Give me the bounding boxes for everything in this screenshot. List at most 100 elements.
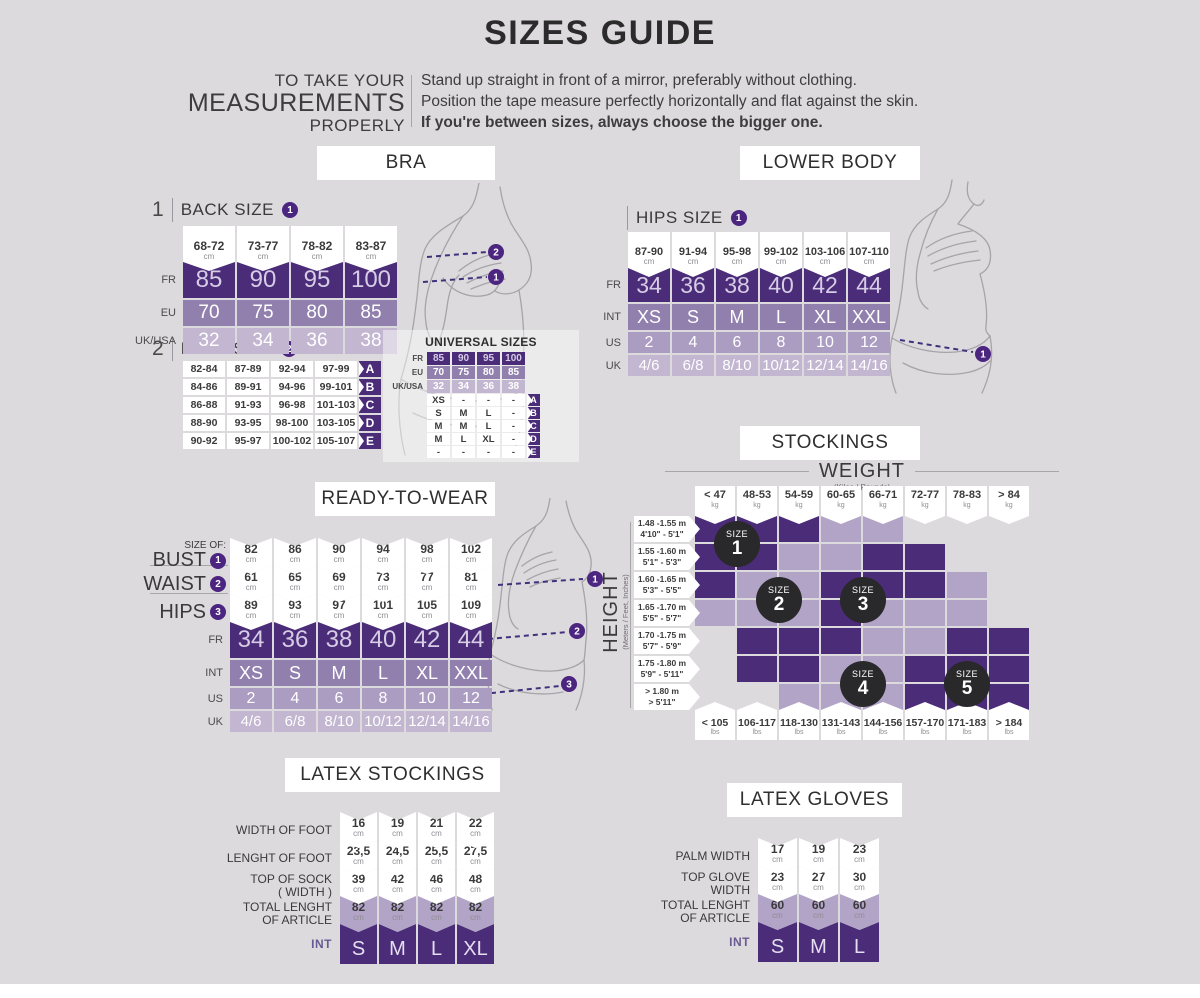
intro-left-line1: TO TAKE YOUR — [274, 71, 405, 90]
height-range-cell: 1.60 -1.65 m 5'3" - 5'5" — [634, 572, 700, 598]
universal-cell: - — [452, 394, 475, 406]
grid-cell — [863, 628, 903, 654]
universal-cell: 32 — [427, 380, 450, 393]
grid-cell — [821, 544, 861, 570]
latex-gloves-section-header: LATEX GLOVES — [727, 783, 902, 817]
universal-cell: 100 — [502, 352, 525, 365]
size-cell: S — [672, 304, 714, 330]
universal-cell: XS — [427, 394, 450, 406]
size-cell: 12 — [848, 332, 890, 353]
size-cell: 34 — [237, 328, 289, 354]
latex-row-label: INT — [311, 936, 332, 951]
universal-cup-letter: A — [527, 394, 540, 406]
rtw-table: SIZE OF: BUST 1 82 cm 86 cm 90 cm 94 cm 98 cm 102 cm WA… — [143, 538, 494, 732]
size-cell: XL — [804, 304, 846, 330]
latex-row: TOP GLOVE WIDTH 23 cm 27 cm 30 cm — [616, 866, 881, 902]
bust-range-cell: 103-105 — [315, 415, 357, 431]
universal-cell: 75 — [452, 366, 475, 379]
intro-text: Stand up straight in front of a mirror, … — [421, 70, 918, 133]
rtw-measure-cell: 93 cm — [274, 594, 316, 630]
stockings-section-header: STOCKINGS — [740, 426, 920, 460]
grid-cell — [947, 572, 987, 598]
size-cell: 36 — [291, 328, 343, 354]
universal-cup-letter: D — [527, 433, 540, 445]
rtw-size-cell: 10 — [406, 688, 448, 709]
title-divider — [171, 337, 173, 361]
bra-section-header: BRA — [317, 146, 495, 180]
weight-kg-cell: 78-83 kg — [947, 486, 987, 524]
weight-kg-cell: > 84 kg — [989, 486, 1029, 524]
size-cell: 4/6 — [628, 355, 670, 376]
weight-lbs-cell: 144-156 lbs — [863, 702, 903, 740]
latex-cell: XL — [457, 924, 494, 964]
universal-cup-letter: B — [527, 407, 540, 419]
height-range-cell: 1.75 -1.80 m 5'9" - 5'11" — [634, 656, 700, 682]
intro-left: TO TAKE YOUR MEASUREMENTS PROPERLY — [150, 71, 405, 135]
section-index: 1 — [152, 198, 164, 221]
universal-cell: 38 — [502, 380, 525, 393]
latex-row-label: PALM WIDTH — [675, 848, 750, 863]
header-row: 68-72 cm 73-77 cm 78-82 cm 83-87 cm — [137, 226, 399, 271]
bust-range-cell: 96-98 — [271, 397, 313, 413]
latex-row-label: TOP OF SOCK ( WIDTH ) — [250, 872, 332, 899]
page-title: SIZES GUIDE — [484, 14, 716, 52]
height-sublabel: (Meters / Feet, Inches) — [621, 574, 630, 650]
height-axis-label: HEIGHT (Meters / Feet, Inches) — [600, 542, 635, 682]
size-badge: SIZE 5 — [944, 661, 990, 707]
size-cell: 38 — [345, 328, 397, 354]
bust-range-cell: 92-94 — [271, 361, 313, 377]
universal-cell: 85 — [502, 366, 525, 379]
bust-row: 82-84 87-89 92-94 97-99 A — [183, 361, 381, 377]
latex-cell: 27,5 cm — [457, 840, 494, 876]
universal-sizes-panel: UNIVERSAL SIZES FR 85 90 95 100 EU 70 75 80 85 UK/U… — [383, 330, 579, 462]
bust-row: 88-90 93-95 98-100 103-105 D — [183, 415, 381, 431]
rtw-size-cell: 10/12 — [362, 711, 404, 732]
bust-range-cell: 94-96 — [271, 379, 313, 395]
size-cell: 75 — [237, 300, 289, 326]
cup-letter: C — [359, 397, 381, 413]
bust-range-cell: 90-92 — [183, 433, 225, 449]
size-cell: 2 — [628, 332, 670, 353]
grid-cell — [947, 544, 987, 570]
universal-cell: - — [502, 407, 525, 419]
weight-kg-cell: 60-65 kg — [821, 486, 861, 524]
grid-cell — [695, 572, 735, 598]
cup-letter: A — [359, 361, 381, 377]
range-header-cell: 87-90 cm — [628, 232, 670, 277]
cup-letter: E — [359, 433, 381, 449]
rtw-size-cell: 6/8 — [274, 711, 316, 732]
grid-cell — [737, 628, 777, 654]
rtw-size-row: INT XS S M L XL XXL — [150, 660, 494, 686]
universal-cell: S — [427, 407, 450, 419]
title-divider — [627, 206, 628, 230]
cup-letter: B — [359, 379, 381, 395]
weight-sublabel: (Kilos / Pounds) — [833, 483, 891, 492]
grid-cell — [737, 656, 777, 682]
latex-cell: 82 cm — [457, 896, 494, 932]
grid-cell — [905, 544, 945, 570]
weight-kg-cell: 72-77 kg — [905, 486, 945, 524]
height-label: HEIGHT — [600, 571, 622, 653]
size-cell: 14/16 — [848, 355, 890, 376]
universal-row: XS - - - A — [383, 394, 579, 406]
size-cell: M — [716, 304, 758, 330]
rtw-measure-cell: 102 cm — [450, 538, 492, 574]
bust-row: 84-86 89-91 94-96 99-101 B — [183, 379, 381, 395]
grid-cell — [779, 656, 819, 682]
height-range-cell: 1.70 -1.75 m 5'7" - 5'9" — [634, 628, 700, 654]
size-cell: 80 — [291, 300, 343, 326]
intro-left-line3: PROPERLY — [309, 116, 405, 135]
size-cell: 70 — [183, 300, 235, 326]
rtw-size-cell: 2 — [230, 688, 272, 709]
universal-row: M L XL - D — [383, 433, 579, 445]
universal-cell: 80 — [477, 366, 500, 379]
latex-row-label: LENGHT OF FOOT — [226, 850, 332, 865]
weight-label: WEIGHT — [819, 460, 905, 482]
range-header-cell: 68-72 cm — [183, 226, 235, 271]
back-size-title: 1 BACK SIZE 1 — [152, 198, 298, 222]
grid-cell — [989, 544, 1029, 570]
rtw-label-divider — [150, 593, 228, 594]
rtw-size-cell: 12 — [450, 688, 492, 709]
rtw-label-marker: 1 — [210, 552, 226, 569]
